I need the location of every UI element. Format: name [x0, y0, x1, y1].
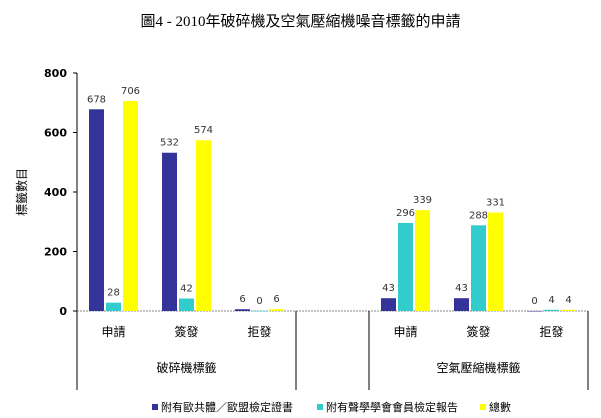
x-category-label: 簽發	[174, 324, 198, 339]
data-label: 28	[107, 288, 120, 299]
chart-title: 圖4 - 2010年破碎機及空氣壓縮機噪音標籤的申請	[140, 14, 461, 30]
bar	[235, 309, 250, 311]
data-label: 0	[256, 296, 262, 307]
y-tick-label: 0	[59, 305, 67, 318]
bar	[162, 152, 177, 311]
y-tick-label: 400	[44, 186, 67, 199]
y-tick-label: 600	[44, 127, 67, 140]
data-label: 706	[121, 86, 140, 97]
legend-swatch	[480, 404, 486, 410]
y-tick-label: 800	[44, 67, 67, 80]
bar	[488, 212, 503, 311]
data-label: 331	[486, 198, 505, 209]
data-label: 6	[239, 294, 245, 305]
bar	[269, 309, 284, 311]
legend-swatch	[152, 404, 158, 410]
bar	[89, 109, 104, 311]
bar	[179, 298, 194, 311]
x-category-label: 申請	[393, 325, 417, 339]
bar	[471, 225, 486, 311]
data-label: 6	[273, 294, 279, 305]
x-category-label: 拒發	[247, 324, 271, 339]
data-label: 288	[469, 210, 488, 221]
x-category-label: 簽發	[466, 324, 490, 339]
x-category-label: 申請	[101, 325, 125, 339]
bar	[252, 311, 267, 312]
bar	[527, 311, 542, 312]
bar	[561, 309, 576, 311]
y-axis-label: 標籤數目	[14, 168, 29, 216]
x-group-label: 空氣壓縮機標籤	[436, 360, 520, 375]
legend-label: 總數	[489, 400, 511, 414]
legend-label: 附有聲學學會會員檢定報告	[326, 400, 458, 414]
bar	[454, 298, 469, 311]
y-tick-label: 200	[44, 246, 67, 259]
legend-label: 附有歐共體／歐盟檢定證書	[161, 400, 293, 414]
x-group-label: 破碎機標籤	[156, 360, 216, 375]
data-label: 339	[413, 195, 432, 206]
data-label: 4	[548, 295, 554, 306]
data-label: 4	[565, 295, 571, 306]
data-label: 42	[180, 284, 193, 295]
legend-swatch	[317, 404, 323, 410]
bar	[123, 100, 138, 311]
data-label: 0	[531, 296, 537, 307]
bar	[196, 140, 211, 311]
bar	[544, 309, 559, 311]
data-label: 678	[87, 94, 106, 105]
data-label: 43	[455, 283, 468, 294]
data-label: 296	[396, 208, 415, 219]
bar	[415, 210, 430, 311]
data-label: 532	[160, 138, 179, 149]
data-label: 574	[194, 125, 213, 136]
bar	[381, 298, 396, 311]
data-label: 43	[382, 283, 395, 294]
bar	[398, 222, 413, 311]
bar	[106, 302, 121, 311]
x-category-label: 拒發	[539, 324, 563, 339]
